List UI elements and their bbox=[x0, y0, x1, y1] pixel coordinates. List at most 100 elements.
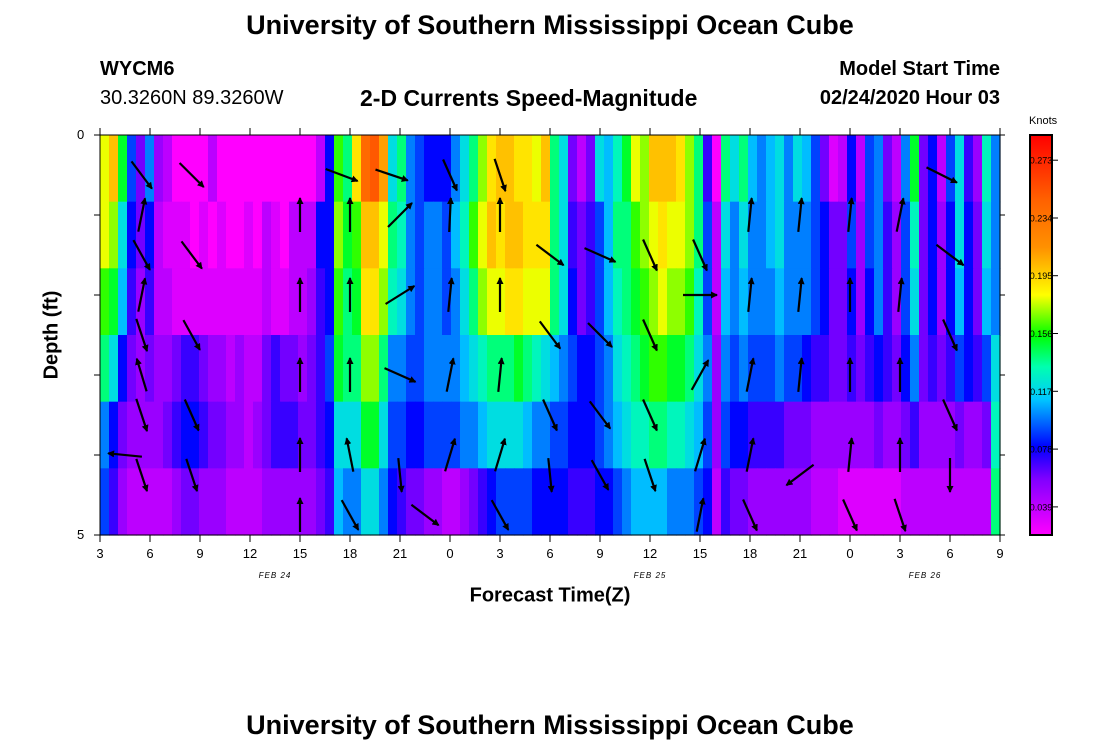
heatmap-cell bbox=[829, 468, 839, 536]
heatmap-cell bbox=[640, 201, 650, 269]
heatmap-cell bbox=[577, 268, 587, 336]
heatmap-cell bbox=[334, 401, 344, 469]
heatmap-cell bbox=[820, 201, 830, 269]
heatmap-cell bbox=[307, 335, 317, 403]
heatmap-cell bbox=[775, 268, 785, 336]
heatmap-cell bbox=[847, 135, 857, 203]
heatmap-cell bbox=[838, 335, 848, 403]
heatmap-cell bbox=[325, 335, 335, 403]
current-vector-arrow bbox=[642, 319, 658, 352]
heatmap-cell bbox=[154, 135, 164, 203]
heatmap-cell bbox=[775, 335, 785, 403]
heatmap-cell bbox=[622, 268, 632, 336]
colorbar-tick-label: 0.234 bbox=[1030, 214, 1053, 224]
heatmap-cell bbox=[487, 201, 497, 269]
heatmap-cell bbox=[946, 201, 956, 269]
heatmap-cell bbox=[370, 401, 380, 469]
heatmap-cell bbox=[766, 468, 776, 536]
station-coords: 30.3260N 89.3260W bbox=[100, 87, 284, 109]
heatmap-cell bbox=[163, 401, 173, 469]
current-vector-arrow bbox=[397, 457, 405, 493]
heatmap-cell bbox=[667, 401, 677, 469]
heatmap-cell bbox=[775, 468, 785, 536]
heatmap-cell bbox=[703, 335, 713, 403]
heatmap-cell bbox=[757, 401, 767, 469]
heatmap-cell bbox=[793, 401, 803, 469]
heatmap-cell bbox=[352, 135, 362, 203]
heatmap-cell bbox=[901, 401, 911, 469]
x-tick-label: 15 bbox=[692, 546, 708, 561]
current-vector-arrow bbox=[642, 399, 658, 432]
heatmap-cell bbox=[541, 401, 551, 469]
heatmap-cell bbox=[235, 268, 245, 336]
heatmap-cell bbox=[262, 135, 272, 203]
current-vector-arrow bbox=[747, 277, 755, 313]
x-tick-label: 3 bbox=[96, 546, 104, 561]
heatmap-cell bbox=[829, 268, 839, 336]
axis-ticks bbox=[94, 128, 1005, 542]
current-vector-arrow bbox=[542, 399, 558, 432]
heatmap-cell bbox=[874, 335, 884, 403]
heatmap-cell bbox=[451, 268, 461, 336]
heatmap-cell bbox=[613, 135, 623, 203]
heatmap-cell bbox=[865, 201, 875, 269]
heatmap-cell bbox=[721, 468, 731, 536]
heatmap-cell bbox=[361, 468, 371, 536]
heatmap-cell bbox=[604, 201, 614, 269]
current-vector-arrow bbox=[375, 168, 409, 182]
heatmap-cell bbox=[685, 201, 695, 269]
heatmap-cell bbox=[838, 135, 848, 203]
current-vector-arrow bbox=[410, 503, 440, 527]
heatmap-cell bbox=[316, 268, 326, 336]
heatmap-cell bbox=[667, 268, 677, 336]
heatmap-cell bbox=[145, 268, 155, 336]
heatmap-cell bbox=[919, 135, 929, 203]
heatmap-cell bbox=[577, 335, 587, 403]
heatmap-cell bbox=[649, 401, 659, 469]
heatmap-cell bbox=[262, 201, 272, 269]
heatmap-cell bbox=[622, 468, 632, 536]
heatmap-cell bbox=[703, 468, 713, 536]
heatmap-cell bbox=[703, 201, 713, 269]
heatmap-cell bbox=[766, 201, 776, 269]
heatmap-cell bbox=[343, 401, 353, 469]
heatmap-cell bbox=[874, 401, 884, 469]
heatmap-cell bbox=[793, 268, 803, 336]
heatmap-cell bbox=[604, 401, 614, 469]
current-vector-arrow bbox=[137, 277, 148, 312]
heatmap-cell bbox=[838, 401, 848, 469]
heatmap-cell bbox=[739, 401, 749, 469]
x-tick-label: 21 bbox=[392, 546, 408, 561]
heatmap-cell bbox=[532, 135, 542, 203]
heatmap-cell bbox=[577, 401, 587, 469]
chart-subtitle: 2-D Currents Speed-Magnitude bbox=[360, 85, 698, 111]
heatmap-cell bbox=[523, 401, 533, 469]
heatmap-cell bbox=[280, 335, 290, 403]
heatmap-cell bbox=[928, 401, 938, 469]
heatmap-cell bbox=[415, 401, 425, 469]
current-vector-arrow bbox=[797, 357, 805, 393]
heatmap-cell bbox=[730, 401, 740, 469]
heatmap-cell bbox=[811, 135, 821, 203]
current-vector-arrow bbox=[690, 359, 710, 391]
current-vector-arrow bbox=[785, 463, 815, 487]
heatmap-cell bbox=[586, 268, 596, 336]
current-vector-arrow bbox=[185, 458, 199, 493]
heatmap-cell bbox=[514, 135, 524, 203]
heatmap-cell bbox=[991, 201, 1001, 269]
heatmap-cell bbox=[307, 468, 317, 536]
heatmap-cell bbox=[487, 335, 497, 403]
heatmap-cell bbox=[262, 335, 272, 403]
heatmap-cell bbox=[109, 135, 119, 203]
heatmap-cell bbox=[217, 268, 227, 336]
current-vector-arrow bbox=[588, 400, 612, 430]
heatmap-cell bbox=[946, 468, 956, 536]
x-tick-label: 9 bbox=[596, 546, 604, 561]
heatmap-cell bbox=[505, 335, 515, 403]
heatmap-cell bbox=[217, 335, 227, 403]
heatmap-cell bbox=[217, 468, 227, 536]
heatmap-cell bbox=[586, 135, 596, 203]
heatmap-cell bbox=[208, 468, 218, 536]
heatmap-cell bbox=[289, 268, 299, 336]
colorbar-tick-label: 0.156 bbox=[1030, 329, 1053, 339]
